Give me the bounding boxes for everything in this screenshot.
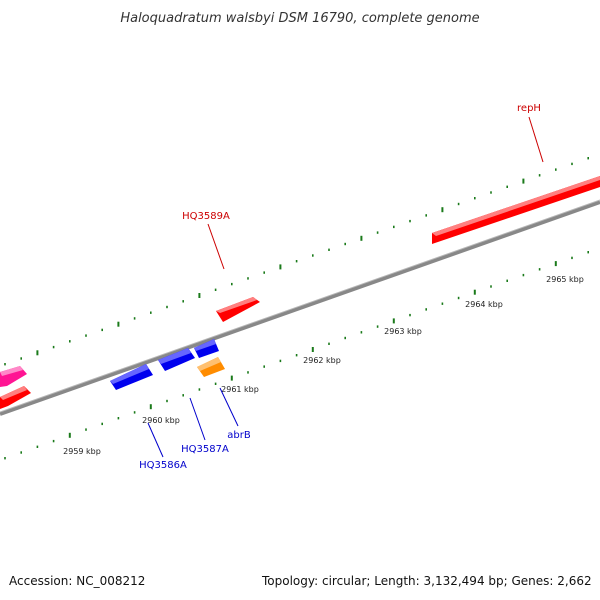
gene-label-HQ3589A: HQ3589A (182, 211, 230, 222)
leader-HQ3587A (189, 397, 206, 441)
map-title: Haloquadratum walsbyi DSM 16790, complet… (120, 11, 479, 26)
scale-label-2961: 2961 kbp (221, 385, 259, 394)
scale-label-2963: 2963 kbp (384, 327, 422, 336)
leader-HQ3589A (207, 223, 225, 270)
gene-HQ3587A[interactable] (158, 348, 195, 371)
scale-label-2959: 2959 kbp (63, 447, 101, 456)
scale-label-2964: 2964 kbp (465, 300, 503, 309)
genome-backbone (0, 200, 600, 416)
leader-abrB (219, 387, 239, 427)
gene-orange[interactable] (197, 357, 225, 377)
gene-abrB[interactable] (194, 339, 219, 358)
gene-label-HQ3586A: HQ3586A (139, 460, 187, 471)
gene-label-repH: repH (517, 103, 541, 114)
scale-label-2960: 2960 kbp (142, 416, 180, 425)
scale-label-2962: 2962 kbp (303, 356, 341, 365)
accession-text: Accession: NC_008212 (9, 574, 146, 588)
gene-left-pink[interactable] (0, 366, 27, 387)
topology-text: Topology: circular; Length: 3,132,494 bp… (262, 574, 592, 588)
reverse-scale-ticks (4, 251, 590, 460)
gene-left-red[interactable] (0, 386, 31, 409)
scale-label-2965: 2965 kbp (546, 275, 584, 284)
genome-backbone-highlight (0, 199, 600, 413)
forward-scale-ticks (4, 157, 590, 366)
gene-repH[interactable] (432, 176, 600, 244)
gene-label-HQ3587A: HQ3587A (181, 444, 229, 455)
gene-label-abrB: abrB (227, 430, 251, 441)
gene-HQ3589A[interactable] (216, 297, 260, 322)
leader-HQ3586A (147, 422, 164, 458)
gene-HQ3586A[interactable] (110, 364, 153, 390)
leader-repH (528, 116, 544, 163)
